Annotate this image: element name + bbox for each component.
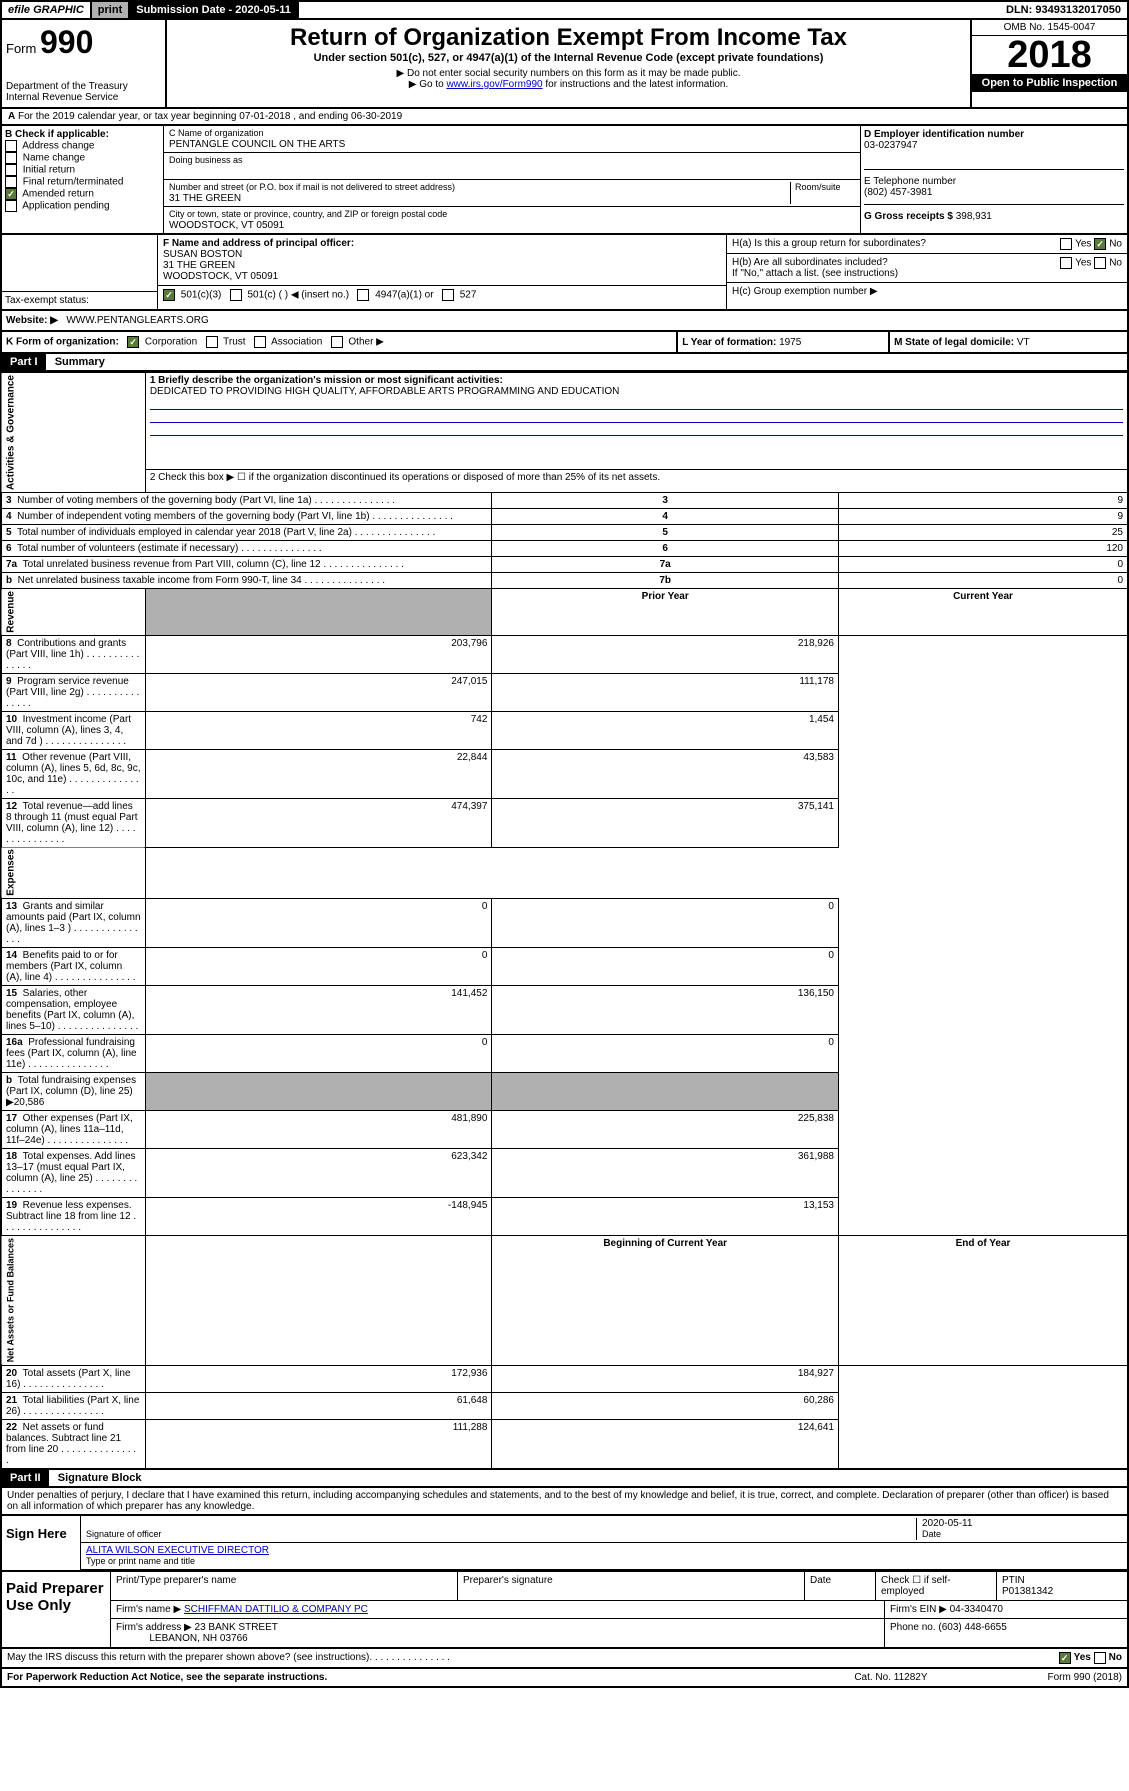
irs-label: Internal Revenue Service: [6, 92, 161, 103]
check-icon: ✓: [127, 336, 139, 348]
line-7a: 7a Total unrelated business revenue from…: [1, 557, 1128, 573]
side-expenses: Expenses: [1, 847, 145, 899]
line-18: 18 Total expenses. Add lines 13–17 (must…: [1, 1149, 1128, 1198]
checkbox-initial-return[interactable]: Initial return: [5, 164, 160, 176]
irs-link[interactable]: www.irs.gov/Form990: [446, 79, 542, 90]
line-5: 5 Total number of individuals employed i…: [1, 525, 1128, 541]
officer-name[interactable]: ALITA WILSON EXECUTIVE DIRECTOR: [86, 1545, 269, 1556]
entity-block: B Check if applicable: Address change Na…: [0, 126, 1129, 235]
part1-header: Part I Summary: [0, 354, 1129, 372]
line-9: 9 Program service revenue (Part VIII, li…: [1, 673, 1128, 711]
org-address: 31 THE GREEN: [169, 193, 241, 204]
checkbox-name-change[interactable]: Name change: [5, 152, 160, 164]
summary-table: Activities & Governance 1 Briefly descri…: [0, 372, 1129, 1470]
line-3: 3 Number of voting members of the govern…: [1, 493, 1128, 509]
side-netassets: Net Assets or Fund Balances: [1, 1236, 145, 1365]
declaration: Under penalties of perjury, I declare th…: [0, 1488, 1129, 1516]
line-11: 11 Other revenue (Part VIII, column (A),…: [1, 749, 1128, 798]
line-21: 21 Total liabilities (Part X, line 26) 6…: [1, 1392, 1128, 1419]
line-16a: 16a Professional fundraising fees (Part …: [1, 1035, 1128, 1073]
line-22: 22 Net assets or fund balances. Subtract…: [1, 1419, 1128, 1469]
line-13: 13 Grants and similar amounts paid (Part…: [1, 899, 1128, 948]
website: WWW.PENTANGLEARTS.ORG: [66, 315, 208, 326]
line-17: 17 Other expenses (Part IX, column (A), …: [1, 1111, 1128, 1149]
line-15: 15 Salaries, other compensation, employe…: [1, 986, 1128, 1035]
box-i: ✓ 501(c)(3) 501(c) ( ) ◀ (insert no.) 49…: [158, 286, 726, 304]
checkbox-address-change[interactable]: Address change: [5, 140, 160, 152]
line-b: b Total fundraising expenses (Part IX, c…: [1, 1073, 1128, 1111]
form-header: Form 990 Department of the Treasury Inte…: [0, 20, 1129, 109]
note-ssn: ▶ Do not enter social security numbers o…: [171, 68, 966, 79]
print-button[interactable]: print: [92, 2, 130, 18]
ein: 03-0237947: [864, 140, 917, 151]
ptin: P01381342: [1002, 1586, 1053, 1597]
check-icon: ✓: [1059, 1652, 1071, 1664]
line-7b: b Net unrelated business taxable income …: [1, 573, 1128, 589]
side-governance: Activities & Governance: [1, 373, 145, 493]
firm-ein: 04-3340470: [950, 1604, 1003, 1615]
website-row: Website: ▶ WWW.PENTANGLEARTS.ORG K Form …: [0, 311, 1129, 354]
part2-header: Part II Signature Block: [0, 1470, 1129, 1488]
check-icon: ✓: [1094, 238, 1106, 250]
line-20: 20 Total assets (Part X, line 16) 172,93…: [1, 1365, 1128, 1392]
checkbox-final-return-terminated[interactable]: Final return/terminated: [5, 176, 160, 188]
side-revenue: Revenue: [1, 589, 145, 636]
line-14: 14 Benefits paid to or for members (Part…: [1, 948, 1128, 986]
discuss-row: May the IRS discuss this return with the…: [0, 1649, 1129, 1669]
box-f: F Name and address of principal officer:…: [158, 235, 726, 286]
paid-preparer: Paid Preparer Use Only Print/Type prepar…: [0, 1572, 1129, 1649]
checkbox-application-pending[interactable]: Application pending: [5, 200, 160, 212]
check-icon: ✓: [5, 188, 17, 200]
phone: (802) 457-3981: [864, 187, 932, 198]
form-title: Return of Organization Exempt From Incom…: [171, 24, 966, 52]
org-city: WOODSTOCK, VT 05091: [169, 220, 284, 231]
line-6: 6 Total number of volunteers (estimate i…: [1, 541, 1128, 557]
open-inspection: Open to Public Inspection: [972, 74, 1127, 92]
efile-label: efile GRAPHIC: [2, 2, 92, 18]
entity-block-2: Tax-exempt status: F Name and address of…: [0, 235, 1129, 311]
tax-period: A For the 2019 calendar year, or tax yea…: [0, 109, 1129, 126]
top-bar: efile GRAPHIC print Submission Date - 20…: [0, 0, 1129, 20]
firm-phone: (603) 448-6655: [938, 1622, 1006, 1633]
tax-exempt-label: Tax-exempt status:: [2, 292, 157, 309]
box-h: H(a) Is this a group return for subordin…: [726, 235, 1127, 309]
line-8: 8 Contributions and grants (Part VIII, l…: [1, 635, 1128, 673]
firm-name[interactable]: SCHIFFMAN DATTILIO & COMPANY PC: [184, 1604, 368, 1615]
check-icon: ✓: [163, 289, 175, 301]
gross-receipts: 398,931: [956, 211, 992, 222]
line-10: 10 Investment income (Part VIII, column …: [1, 711, 1128, 749]
box-b: B Check if applicable: Address change Na…: [2, 126, 164, 233]
line-4: 4 Number of independent voting members o…: [1, 509, 1128, 525]
box-c: C Name of organizationPENTANGLE COUNCIL …: [164, 126, 861, 233]
line-12: 12 Total revenue—add lines 8 through 11 …: [1, 798, 1128, 847]
form-number: Form 990: [6, 24, 161, 61]
org-name: PENTANGLE COUNCIL ON THE ARTS: [169, 139, 345, 150]
submission-date: Submission Date - 2020-05-11: [130, 2, 299, 18]
dln: DLN: 93493132017050: [1000, 2, 1127, 18]
sign-block: Sign Here Signature of officer 2020-05-1…: [0, 1516, 1129, 1572]
note-link: ▶ Go to www.irs.gov/Form990 for instruct…: [171, 79, 966, 90]
checkbox-amended-return[interactable]: ✓ Amended return: [5, 188, 160, 200]
line-19: 19 Revenue less expenses. Subtract line …: [1, 1198, 1128, 1236]
footer: For Paperwork Reduction Act Notice, see …: [0, 1669, 1129, 1688]
form-subtitle: Under section 501(c), 527, or 4947(a)(1)…: [171, 52, 966, 64]
mission: DEDICATED TO PROVIDING HIGH QUALITY, AFF…: [150, 386, 620, 397]
tax-year: 2018: [972, 36, 1127, 74]
dept-label: Department of the Treasury: [6, 81, 161, 92]
